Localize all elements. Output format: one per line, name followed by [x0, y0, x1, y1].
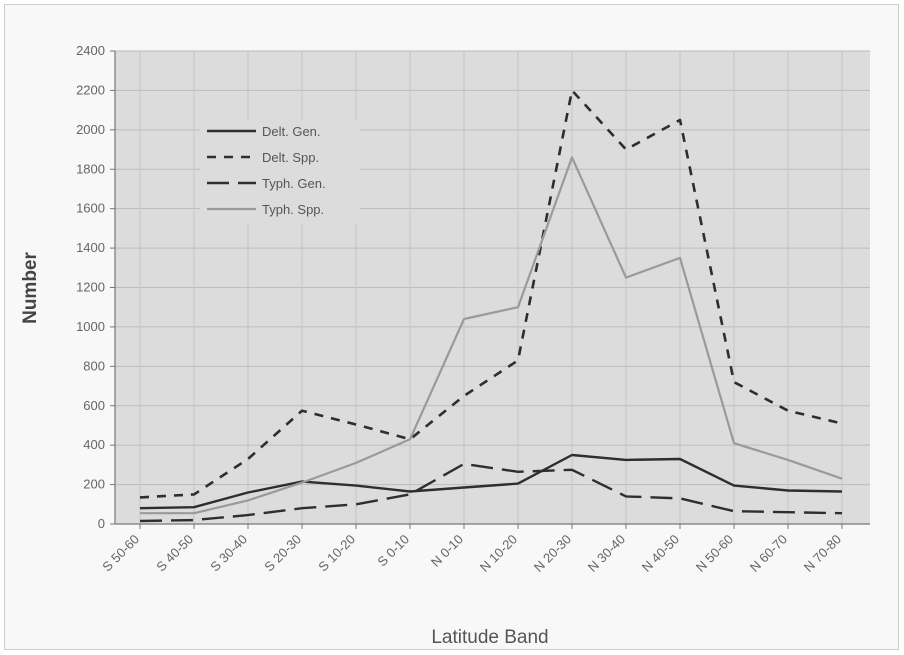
x-tick-label: N 40-50 [639, 532, 682, 575]
x-tick-label: N 50-60 [693, 532, 736, 575]
legend: Delt. Gen. Delt. Spp. Typh. Gen. Typh. Spp. [200, 120, 360, 224]
y-tick-label: 2400 [76, 43, 105, 58]
series-line-typh-spp [140, 156, 843, 515]
legend-label: Typh. Gen. [262, 176, 326, 191]
grid-lines [110, 50, 870, 529]
y-tick-label: 200 [83, 477, 105, 492]
y-tick-label: 2200 [76, 82, 105, 97]
legend-label: Typh. Spp. [262, 202, 324, 217]
x-tick-label: S 10-20 [315, 532, 358, 575]
legend-label: Delt. Gen. [262, 124, 321, 139]
series-line-delt-gen [139, 453, 843, 510]
legend-box [200, 120, 360, 224]
y-axis-title: Number [20, 252, 41, 324]
x-axis-title: Latitude Band [431, 627, 548, 648]
series-line-typh-gen [139, 462, 843, 523]
x-tick-label: S 40-50 [153, 532, 196, 575]
x-tick-label: S 50-60 [99, 532, 142, 575]
y-tick-label: 1000 [76, 319, 105, 334]
x-tick-label: N 70-80 [801, 532, 844, 575]
x-tick-labels: S 50-60 S 40-50 S 30-40 S 20-30 S 10-20 S 0-1… [99, 532, 844, 575]
x-tick-label: S 30-40 [207, 532, 250, 575]
y-tick-label: 600 [83, 398, 105, 413]
x-tick-label: N 10-20 [477, 532, 520, 575]
x-tick-label: S 0-10 [374, 532, 412, 570]
y-tick-label: 0 [98, 516, 105, 531]
y-tick-label: 2000 [76, 122, 105, 137]
y-tick-label: 1600 [76, 201, 105, 216]
y-tick-labels: 0 200 400 600 800 1000 1200 1400 1600 1800 2000 220… [76, 43, 105, 531]
x-tick-label: N 20-30 [531, 532, 574, 575]
x-tick-label: N 0-10 [428, 532, 466, 570]
series-line-delt-spp [139, 89, 843, 499]
x-tick-label: N 60-70 [747, 532, 790, 575]
x-tick-label: S 20-30 [261, 532, 304, 575]
series-lines [139, 89, 843, 523]
y-tick-label: 400 [83, 437, 105, 452]
y-tick-label: 800 [83, 358, 105, 373]
x-tick-label: N 30-40 [585, 532, 628, 575]
y-tick-label: 1400 [76, 240, 105, 255]
legend-label: Delt. Spp. [262, 150, 319, 165]
y-tick-label: 1200 [76, 280, 105, 295]
y-tick-label: 1800 [76, 161, 105, 176]
